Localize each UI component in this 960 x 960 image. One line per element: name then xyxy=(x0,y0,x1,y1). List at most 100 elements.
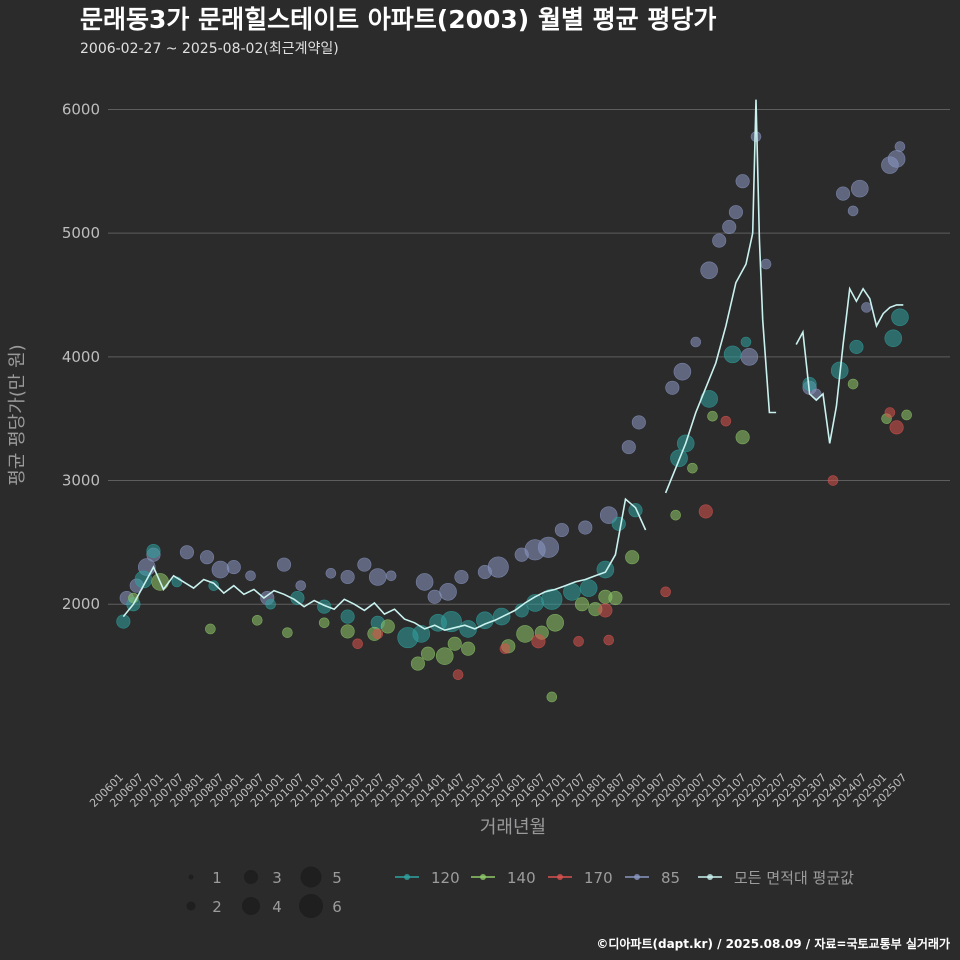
legend-series-label: 170 xyxy=(584,869,613,887)
point-140 xyxy=(516,625,534,643)
point-85 xyxy=(385,570,397,582)
point-85 xyxy=(850,179,869,198)
point-140 xyxy=(447,636,462,651)
point-85 xyxy=(199,550,215,565)
point-85 xyxy=(415,573,434,591)
point-170 xyxy=(698,504,713,519)
y-tick-label: 5000 xyxy=(62,224,100,242)
point-140 xyxy=(608,590,623,606)
legend-size-label: 4 xyxy=(272,898,282,916)
point-85 xyxy=(179,545,194,560)
legend-size-label: 2 xyxy=(212,898,222,916)
legend-size-symbol xyxy=(242,897,260,915)
legend-size-label: 5 xyxy=(332,869,342,887)
legend-series-label: 140 xyxy=(507,869,536,887)
y-tick-label: 2000 xyxy=(62,595,100,613)
legend-series-label: 120 xyxy=(431,869,460,887)
legend-size-label: 3 xyxy=(272,869,282,887)
point-120 xyxy=(611,516,626,531)
point-85 xyxy=(537,536,560,558)
point-85 xyxy=(340,569,355,585)
point-85 xyxy=(631,415,646,430)
legend-series-label: 85 xyxy=(661,869,680,887)
point-85 xyxy=(226,560,241,575)
point-120 xyxy=(891,308,909,327)
legend-size-symbol xyxy=(186,901,196,911)
average-line-segment xyxy=(795,286,904,444)
point-120 xyxy=(740,336,752,348)
point-140 xyxy=(435,647,454,665)
point-170 xyxy=(889,420,904,435)
point-170 xyxy=(499,643,511,655)
point-85 xyxy=(245,570,256,582)
legend-size-symbol xyxy=(300,866,322,888)
legend-size-label: 1 xyxy=(212,869,222,887)
point-170 xyxy=(827,475,839,486)
point-170 xyxy=(660,586,671,598)
y-tick-label: 3000 xyxy=(62,472,100,490)
point-170 xyxy=(603,634,615,646)
point-140 xyxy=(380,619,395,634)
point-85 xyxy=(665,380,680,395)
point-140 xyxy=(410,656,425,671)
y-axis-label: 평균 평당가(만 원) xyxy=(7,344,28,485)
y-tick-labels: 2000 3000 4000 5000 6000 xyxy=(62,100,100,613)
point-140 xyxy=(251,614,263,626)
average-line xyxy=(122,99,904,632)
gridlines xyxy=(108,108,950,605)
legend-size-symbol xyxy=(299,894,323,918)
point-140 xyxy=(340,624,355,639)
point-120 xyxy=(265,598,276,610)
point-85 xyxy=(722,219,737,235)
point-170 xyxy=(884,407,896,418)
chart-subtitle: 2006-02-27 ~ 2025-08-02(최근계약일) xyxy=(80,41,339,57)
point-120 xyxy=(146,543,161,559)
point-120 xyxy=(884,329,903,348)
point-140 xyxy=(735,430,750,445)
legend-series-label: 모든 면적대 평균값 xyxy=(734,869,854,887)
point-120 xyxy=(412,625,431,643)
point-140 xyxy=(707,410,718,422)
point-170 xyxy=(372,628,384,640)
point-85 xyxy=(700,261,718,280)
legend-series-marker xyxy=(404,874,410,880)
point-140 xyxy=(420,646,436,661)
point-140 xyxy=(670,509,681,521)
point-140 xyxy=(847,378,859,390)
point-140 xyxy=(625,550,640,565)
point-120 xyxy=(723,345,742,364)
point-170 xyxy=(598,603,613,618)
point-170 xyxy=(573,636,584,647)
point-85 xyxy=(357,557,372,572)
point-85 xyxy=(712,233,727,248)
point-85 xyxy=(554,522,569,538)
point-85 xyxy=(368,568,387,586)
point-85 xyxy=(887,150,906,168)
legend-size-symbol xyxy=(188,874,194,880)
point-140 xyxy=(205,623,216,635)
point-85 xyxy=(599,506,618,524)
average-line-segment xyxy=(122,497,647,632)
point-85 xyxy=(810,388,822,400)
average-line-segment xyxy=(664,99,777,494)
scatter-points xyxy=(116,131,912,703)
point-120 xyxy=(541,588,563,610)
point-85 xyxy=(578,520,593,535)
point-170 xyxy=(531,634,546,649)
point-85 xyxy=(276,557,292,572)
point-85 xyxy=(295,580,307,591)
legend-series-marker xyxy=(480,874,486,880)
chart-title: 문래동3가 문래힐스테이트 아파트(2003) 월별 평균 평당가 xyxy=(80,5,716,34)
y-tick-label: 4000 xyxy=(62,348,100,366)
point-120 xyxy=(628,503,643,518)
point-85 xyxy=(847,205,859,217)
legend: 1 2 3 4 5 6 120 140 170 85 모든 면적대 평균값 xyxy=(186,866,854,918)
point-120 xyxy=(208,580,220,591)
point-85 xyxy=(760,258,772,270)
point-140 xyxy=(901,409,912,421)
x-axis-label: 거래년월 xyxy=(480,817,546,838)
point-140 xyxy=(546,613,564,632)
point-170 xyxy=(352,638,363,650)
point-140 xyxy=(546,691,558,703)
